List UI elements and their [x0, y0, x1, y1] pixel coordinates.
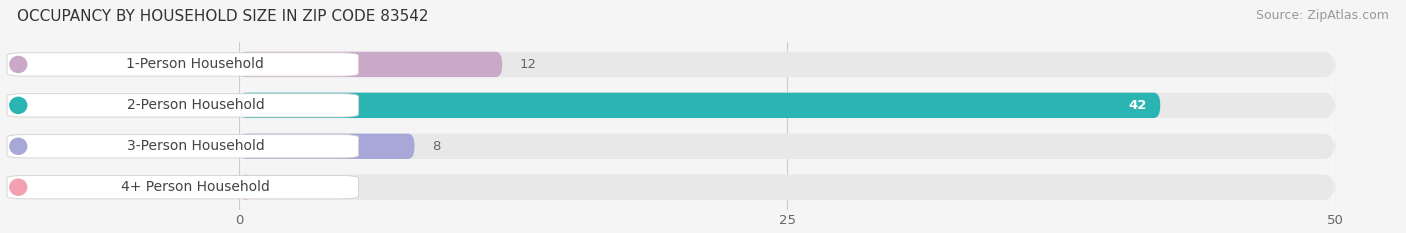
Ellipse shape	[10, 178, 28, 196]
Text: Source: ZipAtlas.com: Source: ZipAtlas.com	[1256, 9, 1389, 22]
FancyBboxPatch shape	[239, 175, 1336, 200]
FancyBboxPatch shape	[7, 94, 359, 117]
FancyBboxPatch shape	[239, 52, 1336, 77]
Text: 0: 0	[266, 181, 274, 194]
Text: 8: 8	[432, 140, 440, 153]
FancyBboxPatch shape	[239, 93, 1336, 118]
Ellipse shape	[10, 137, 28, 155]
FancyBboxPatch shape	[7, 135, 359, 158]
Text: 3-Person Household: 3-Person Household	[127, 139, 264, 153]
Text: 1-Person Household: 1-Person Household	[127, 58, 264, 72]
Text: 4+ Person Household: 4+ Person Household	[121, 180, 270, 194]
FancyBboxPatch shape	[239, 175, 252, 200]
FancyBboxPatch shape	[239, 52, 502, 77]
FancyBboxPatch shape	[7, 175, 359, 199]
FancyBboxPatch shape	[239, 134, 415, 159]
Text: 2-Person Household: 2-Person Household	[127, 98, 264, 112]
Text: 12: 12	[520, 58, 537, 71]
Text: 42: 42	[1129, 99, 1147, 112]
FancyBboxPatch shape	[7, 53, 359, 76]
FancyBboxPatch shape	[239, 134, 1336, 159]
Ellipse shape	[10, 56, 28, 73]
Ellipse shape	[10, 97, 28, 114]
Text: OCCUPANCY BY HOUSEHOLD SIZE IN ZIP CODE 83542: OCCUPANCY BY HOUSEHOLD SIZE IN ZIP CODE …	[17, 9, 429, 24]
FancyBboxPatch shape	[239, 93, 1160, 118]
